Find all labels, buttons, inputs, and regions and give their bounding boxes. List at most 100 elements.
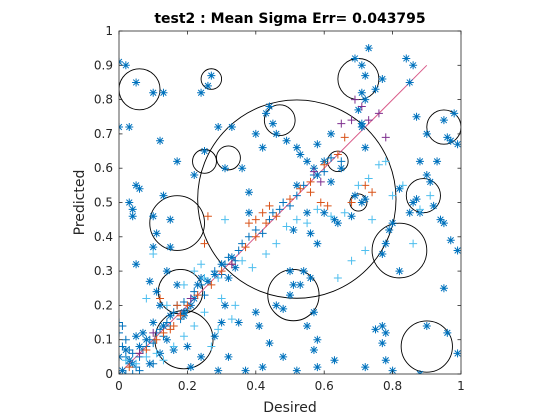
star-marker bbox=[214, 123, 223, 132]
plus-marker bbox=[292, 191, 301, 200]
plus-marker bbox=[128, 349, 137, 358]
x-tick-label: 0.6 bbox=[315, 379, 334, 393]
uncertainty-circle bbox=[371, 222, 428, 279]
star-marker bbox=[303, 321, 312, 330]
plus-marker bbox=[159, 356, 168, 365]
plus-marker bbox=[275, 205, 284, 214]
plus-marker bbox=[354, 181, 363, 190]
star-marker bbox=[446, 236, 455, 245]
star-marker bbox=[292, 181, 301, 190]
star-marker bbox=[385, 225, 394, 234]
star-marker bbox=[409, 198, 418, 207]
star-marker bbox=[381, 356, 390, 365]
plus-marker bbox=[381, 157, 390, 166]
uncertainty-circle bbox=[197, 99, 397, 299]
plus-marker bbox=[142, 352, 151, 361]
y-tick-label: 0.8 bbox=[94, 93, 113, 107]
plus-marker bbox=[179, 332, 188, 341]
star-marker bbox=[378, 321, 387, 330]
plus-marker bbox=[193, 291, 202, 300]
plus-marker bbox=[231, 301, 240, 310]
plus-marker bbox=[340, 133, 349, 142]
star-marker bbox=[422, 321, 431, 330]
star-marker bbox=[412, 112, 421, 121]
plus-marker bbox=[119, 318, 123, 327]
star-marker bbox=[313, 140, 322, 149]
star-marker bbox=[119, 366, 127, 374]
star-marker bbox=[197, 88, 206, 97]
plus-marker bbox=[203, 212, 212, 221]
star-marker bbox=[388, 219, 397, 228]
plus-marker bbox=[388, 191, 397, 200]
plus-marker bbox=[409, 239, 418, 248]
star-marker bbox=[121, 61, 130, 70]
star-marker bbox=[132, 78, 141, 87]
plus-marker bbox=[415, 205, 424, 214]
star-marker bbox=[224, 273, 233, 282]
star-marker bbox=[132, 181, 141, 190]
star-marker bbox=[296, 280, 305, 289]
star-marker bbox=[443, 328, 452, 337]
star-marker bbox=[313, 239, 322, 248]
star-marker bbox=[320, 208, 329, 217]
plus-marker bbox=[119, 328, 123, 337]
plus-marker bbox=[217, 267, 226, 276]
plus-marker bbox=[149, 328, 158, 337]
star-marker bbox=[145, 277, 154, 286]
y-tick-label: 0.1 bbox=[94, 333, 113, 347]
star-marker bbox=[217, 318, 226, 327]
star-marker bbox=[357, 123, 366, 132]
plus-marker bbox=[296, 184, 305, 193]
star-marker bbox=[422, 129, 431, 138]
plus-marker bbox=[179, 280, 188, 289]
plus-marker bbox=[258, 208, 267, 217]
star-marker bbox=[303, 208, 312, 217]
star-marker bbox=[409, 61, 418, 70]
star-marker bbox=[149, 243, 158, 252]
star-marker bbox=[292, 366, 301, 374]
plus-marker bbox=[347, 116, 356, 125]
plus-marker bbox=[303, 219, 312, 228]
star-marker bbox=[135, 184, 144, 193]
star-marker bbox=[265, 339, 274, 348]
plus-marker bbox=[282, 222, 291, 231]
star-marker bbox=[313, 363, 322, 372]
plus-marker bbox=[426, 191, 435, 200]
plus-marker bbox=[286, 201, 294, 210]
plus-marker bbox=[251, 215, 260, 224]
plus-marker bbox=[125, 345, 134, 354]
uncertainty-circle bbox=[267, 269, 320, 322]
star-marker bbox=[453, 246, 461, 255]
star-marker bbox=[357, 198, 366, 207]
star-marker bbox=[265, 102, 274, 111]
plus-marker bbox=[200, 291, 209, 300]
plus-marker bbox=[316, 177, 325, 186]
plus-marker bbox=[238, 256, 247, 265]
star-marker bbox=[159, 88, 168, 97]
star-marker bbox=[361, 363, 370, 372]
star-marker bbox=[429, 201, 438, 210]
uncertainty-circle bbox=[149, 195, 205, 251]
plus-marker bbox=[337, 119, 346, 128]
plus-marker bbox=[258, 229, 267, 238]
plus-marker bbox=[272, 239, 281, 248]
star-marker bbox=[282, 136, 291, 145]
star-marker bbox=[156, 301, 165, 310]
star-marker bbox=[203, 81, 212, 90]
star-marker bbox=[361, 71, 370, 80]
star-marker bbox=[200, 147, 209, 156]
star-marker bbox=[238, 164, 247, 173]
plus-marker bbox=[176, 311, 185, 320]
star-marker bbox=[453, 349, 461, 358]
star-marker bbox=[357, 88, 366, 97]
plus-marker bbox=[244, 219, 253, 228]
plus-marker bbox=[361, 246, 370, 255]
star-marker bbox=[149, 88, 158, 97]
star-marker bbox=[436, 215, 445, 224]
plus-marker bbox=[135, 349, 144, 358]
plus-marker bbox=[347, 198, 356, 207]
star-marker bbox=[179, 308, 188, 317]
plus-marker bbox=[221, 215, 230, 224]
uncertainty-circle bbox=[200, 68, 223, 90]
star-marker bbox=[405, 208, 414, 217]
